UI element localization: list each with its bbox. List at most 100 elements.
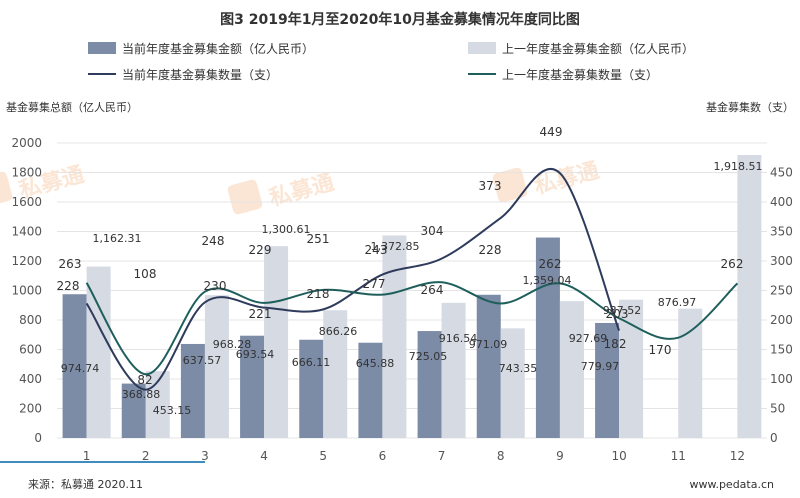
bar-previous-year-label: 1,162.31 (93, 232, 142, 245)
left-tick-label: 800 (19, 313, 42, 327)
line-current-year-label: 373 (479, 179, 502, 193)
x-tick-label: 7 (438, 449, 446, 463)
right-axis-title: 基金募集数（支） (706, 100, 794, 114)
bar-previous-year-label: 937.52 (603, 304, 642, 317)
bar-current-year (535, 237, 560, 438)
line-previous-year-label: 262 (721, 257, 744, 271)
legend-label: 当前年度基金募集金额（亿人民币） (122, 41, 314, 56)
x-tick-label: 2 (142, 449, 150, 463)
line-current-year-label: 228 (57, 279, 80, 293)
bar-current-year-label: 1,359.04 (523, 274, 572, 287)
left-tick-label: 1800 (11, 166, 42, 180)
chart-title: 图3 2019年1月至2020年10月基金募集情况年度同比图 (220, 11, 580, 28)
x-tick-label: 10 (611, 449, 626, 463)
footer-website: www.pedata.cn (689, 478, 774, 491)
line-previous-year-label: 243 (365, 243, 388, 257)
x-axis-ticks: 1 2 3 4 5 6 7 8 9 10 11 12 (83, 449, 745, 463)
legend-item: 上一年度基金募集金额（亿人民币） (468, 41, 694, 56)
line-previous-year-label: 251 (307, 232, 330, 246)
line-current-year-label: 218 (307, 287, 330, 301)
bar-current-year (121, 383, 146, 438)
bar-previous-year-label: 1,372.85 (371, 240, 420, 253)
bar-previous-year-label: 1,918.51 (714, 160, 763, 173)
bar-previous-year-label: 866.26 (319, 325, 358, 338)
bar-previous-year (382, 235, 407, 438)
line-current-year-label: 304 (421, 224, 444, 238)
line-previous-year-count (85, 281, 739, 376)
legend-swatch (88, 42, 116, 54)
legend: 当前年度基金募集金额（亿人民币） 上一年度基金募集金额（亿人民币） 当前年度基金募集… (88, 41, 694, 82)
right-tick-label: 400 (770, 195, 793, 209)
line-current-year-label: 182 (604, 337, 627, 351)
bar-current-year (358, 342, 383, 438)
x-tick-label: 4 (260, 449, 268, 463)
left-tick-label: 400 (19, 372, 42, 386)
left-tick-label: 1400 (11, 225, 42, 239)
bar-previous-year (559, 301, 584, 438)
line-previous-year-label: 108 (134, 267, 157, 281)
legend-label: 当前年度基金募集数量（支） (122, 67, 278, 82)
bar-current-year (62, 294, 87, 438)
bar-previous-year-label: 968.28 (213, 338, 252, 351)
bar-previous-year-label: 876.97 (658, 296, 697, 309)
lines (85, 167, 739, 391)
bar-previous-year-label: 453.15 (153, 404, 192, 417)
line-previous-year-label: 264 (421, 283, 444, 297)
bar-current-year (476, 294, 501, 438)
bar-current-year-label: 666.11 (292, 356, 331, 369)
bar-current-year (180, 343, 205, 438)
left-axis-title: 基金募集总额（亿人民币） (6, 100, 138, 114)
legend-item: 当前年度基金募集金额（亿人民币） (88, 41, 314, 56)
bars (62, 155, 762, 438)
x-tick-label: 12 (730, 449, 745, 463)
svg-text:私募通: 私募通 (267, 170, 337, 211)
left-tick-label: 2000 (11, 136, 42, 150)
footer-source: 来源：私募通 2020.11 (28, 477, 143, 491)
bar-current-year-label: 637.57 (183, 354, 222, 367)
right-tick-label: 200 (770, 313, 793, 327)
line-current-year-label: 82 (137, 373, 152, 387)
right-tick-label: 0 (770, 431, 778, 445)
right-tick-label: 350 (770, 225, 793, 239)
line-previous-year-label: 248 (202, 234, 225, 248)
x-tick-label: 9 (556, 449, 564, 463)
svg-text:私募通: 私募通 (532, 158, 602, 199)
right-tick-label: 250 (770, 284, 793, 298)
line-current-year-label: 449 (540, 125, 563, 139)
bar-current-year (595, 322, 620, 438)
line-current-year-label: 277 (363, 277, 386, 291)
x-tick-label: 6 (379, 449, 387, 463)
bar-previous-year-label: 1,300.61 (262, 223, 311, 236)
line-previous-year-label: 203 (606, 307, 629, 321)
bar-current-year-label: 779.97 (581, 360, 620, 373)
watermark-logo: 私募通 (492, 158, 602, 203)
bar-current-year (240, 335, 265, 438)
line-previous-year-label: 228 (479, 243, 502, 257)
bar-previous-year (441, 302, 466, 438)
bar-current-year-label: 974.74 (61, 362, 100, 375)
right-tick-label: 450 (770, 166, 793, 180)
right-tick-label: 50 (770, 402, 785, 416)
bar-previous-year (678, 308, 703, 438)
x-tick-label: 11 (671, 449, 686, 463)
bar-previous-year (500, 328, 525, 438)
x-tick-label: 1 (83, 449, 91, 463)
bar-previous-year (86, 266, 111, 438)
x-tick-label: 3 (201, 449, 209, 463)
bar-labels: 974.74 368.88 637.57 693.54 666.11 645.88 725.… (61, 160, 763, 417)
bar-previous-year-label: 743.35 (499, 362, 538, 375)
line-previous-year-label: 229 (249, 243, 272, 257)
line-labels: 228 82 230 221 218 277 304 373 449 182 263 108 248 22… (57, 125, 744, 387)
legend-swatch (468, 42, 496, 54)
line-current-year-label: 221 (249, 307, 272, 321)
legend-item: 上一年度基金募集数量（支） (468, 67, 658, 82)
line-previous-year-label: 170 (649, 343, 672, 357)
line-current-year-count (85, 167, 621, 391)
line-previous-year-label: 263 (59, 257, 82, 271)
right-tick-label: 100 (770, 372, 793, 386)
bar-current-year-label: 725.05 (409, 350, 448, 363)
x-tick-label: 5 (319, 449, 327, 463)
bar-previous-year (264, 246, 289, 438)
bar-previous-year-label: 916.54 (439, 332, 478, 345)
